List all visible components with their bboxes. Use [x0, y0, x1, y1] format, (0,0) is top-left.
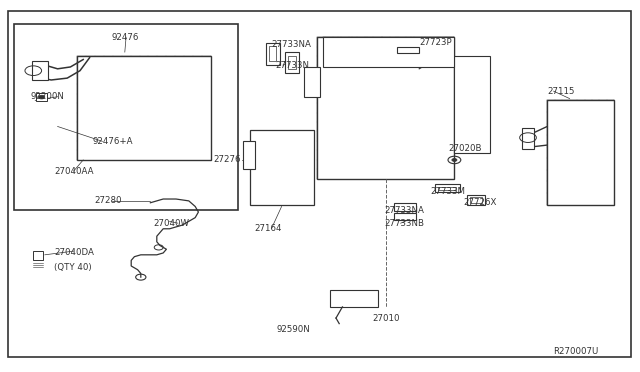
Text: 27040DA: 27040DA [54, 248, 94, 257]
Bar [304, 67, 320, 97]
Bar [394, 213, 416, 220]
Text: 27020B: 27020B [448, 144, 481, 153]
Text: 27010: 27010 [372, 314, 400, 323]
Bar [330, 290, 378, 307]
Bar [32, 61, 48, 80]
Bar [438, 187, 456, 190]
Bar [285, 52, 299, 73]
Text: 92476: 92476 [112, 33, 140, 42]
Text: (QTY 40): (QTY 40) [54, 263, 92, 272]
Bar [33, 251, 43, 260]
Text: R270007U: R270007U [554, 347, 599, 356]
Bar [269, 46, 276, 61]
Bar [243, 141, 255, 169]
Bar [36, 93, 47, 101]
Bar [470, 197, 482, 203]
Text: 27726X: 27726X [463, 198, 497, 207]
Text: 27040AA: 27040AA [54, 167, 94, 176]
Bar [394, 203, 416, 211]
Text: 27280: 27280 [95, 196, 122, 205]
Bar [266, 43, 280, 65]
Bar [397, 46, 419, 53]
Text: 92476+A: 92476+A [93, 137, 133, 146]
Text: 92590N: 92590N [276, 325, 310, 334]
Text: 27276: 27276 [213, 155, 241, 164]
Text: 92200N: 92200N [31, 92, 65, 101]
Bar [435, 184, 460, 192]
Circle shape [452, 158, 457, 161]
Bar [467, 195, 485, 205]
Text: 27164: 27164 [255, 224, 282, 233]
Bar [14, 24, 238, 210]
Text: 27733N: 27733N [275, 61, 309, 70]
Text: 27733NA: 27733NA [384, 206, 424, 215]
Bar [522, 128, 534, 149]
Text: 27040W: 27040W [154, 219, 189, 228]
Bar [77, 56, 211, 160]
Bar [454, 56, 490, 153]
Text: 27733NA: 27733NA [271, 40, 311, 49]
Circle shape [38, 95, 45, 99]
Text: 27733NB: 27733NB [384, 219, 424, 228]
Bar [317, 37, 454, 179]
Text: 27733M: 27733M [430, 187, 465, 196]
Text: 27115: 27115 [548, 87, 575, 96]
Text: 27723P: 27723P [419, 38, 452, 47]
Bar [250, 130, 314, 205]
Bar [288, 56, 296, 69]
Bar [323, 37, 454, 67]
Bar [547, 100, 614, 205]
